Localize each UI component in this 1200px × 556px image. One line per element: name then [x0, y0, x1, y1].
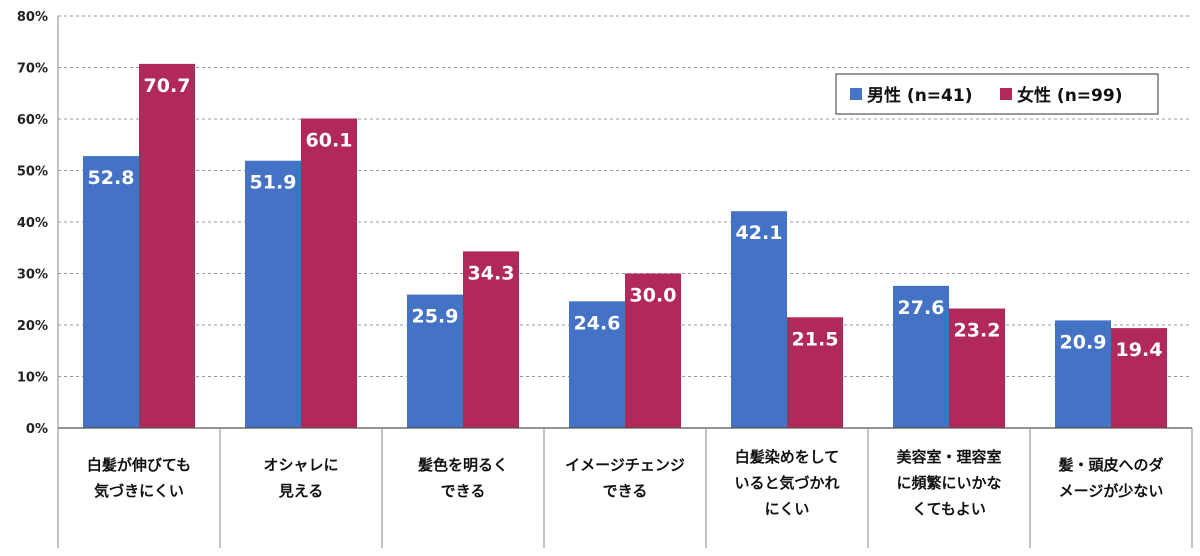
data-label: 27.6 [898, 297, 945, 319]
bar [731, 211, 787, 428]
category-label: 白髪染めをして [735, 448, 840, 466]
y-tick-label: 40% [17, 216, 48, 231]
bar [245, 160, 301, 428]
category-label: 髪・頭皮へのダ [1057, 456, 1163, 474]
data-label: 24.6 [574, 312, 621, 334]
data-label: 25.9 [412, 306, 459, 328]
bar [949, 308, 1005, 428]
bar [569, 301, 625, 428]
y-axis-ticks: 0% 10% 20% 30% 40% 50% 60% 70% 80% [17, 10, 48, 437]
legend-swatch [1000, 88, 1012, 100]
category-label: オシャレに [263, 456, 338, 474]
y-tick-label: 30% [17, 268, 48, 283]
bar [407, 294, 463, 428]
bar [301, 118, 357, 429]
bar [893, 285, 949, 428]
y-tick-label: 0% [26, 422, 48, 437]
y-tick-label: 20% [17, 319, 48, 334]
category-label: に頻繁にいかな [896, 474, 1001, 492]
bar [625, 273, 681, 428]
category-label: くてもよい [912, 500, 986, 518]
legend-box [835, 73, 1159, 115]
bars [83, 63, 1167, 429]
data-label: 19.4 [1116, 339, 1163, 361]
bar [463, 251, 519, 428]
y-tick-label: 60% [17, 113, 48, 128]
bar [1111, 328, 1167, 428]
legend-swatch [850, 88, 862, 100]
bar [139, 63, 195, 429]
data-labels: 52.8 51.9 25.9 24.6 42.1 27.6 20.9 70.7 60.1 34.3… [88, 75, 1163, 361]
y-tick-label: 10% [17, 371, 48, 386]
data-label: 60.1 [306, 129, 353, 151]
category-label: イメージチェンジ [565, 456, 685, 474]
category-label: 気づきにくい [94, 482, 184, 500]
data-label: 30.0 [630, 285, 677, 307]
data-label: 21.5 [792, 328, 839, 350]
data-label: 23.2 [954, 320, 1001, 342]
x-axis: 白髪が伸びても気づきにくいオシャレに見える髪色を明るくできるイメージチェンジでき… [57, 16, 1193, 548]
data-label: 51.9 [250, 172, 297, 194]
bar [1055, 320, 1111, 428]
bar [787, 317, 843, 428]
legend-entry: 男性 (n=41) [867, 85, 972, 106]
y-tick-label: 80% [17, 10, 48, 25]
data-label: 34.3 [468, 262, 515, 284]
category-label: できる [441, 482, 486, 500]
category-label: できる [603, 482, 648, 500]
data-label: 70.7 [144, 75, 191, 97]
category-label: 美容室・理容室 [896, 448, 1001, 466]
category-label: 白髪が伸びても [87, 456, 191, 474]
data-label: 52.8 [88, 167, 135, 189]
data-label: 20.9 [1060, 331, 1107, 353]
data-label: 42.1 [736, 222, 783, 244]
category-label: 髪色を明るく [417, 456, 508, 474]
category-label: 見える [278, 482, 324, 500]
legend: 男性 (n=41) 女性 (n=99) [835, 73, 1159, 115]
legend-entry: 女性 (n=99) [1017, 85, 1122, 106]
category-label: いると気づかれ [734, 474, 839, 492]
category-label: メージが少ない [1059, 482, 1164, 500]
category-label: にくい [765, 500, 810, 518]
y-tick-label: 70% [17, 62, 48, 77]
bar [83, 156, 139, 428]
y-tick-label: 50% [17, 165, 48, 180]
